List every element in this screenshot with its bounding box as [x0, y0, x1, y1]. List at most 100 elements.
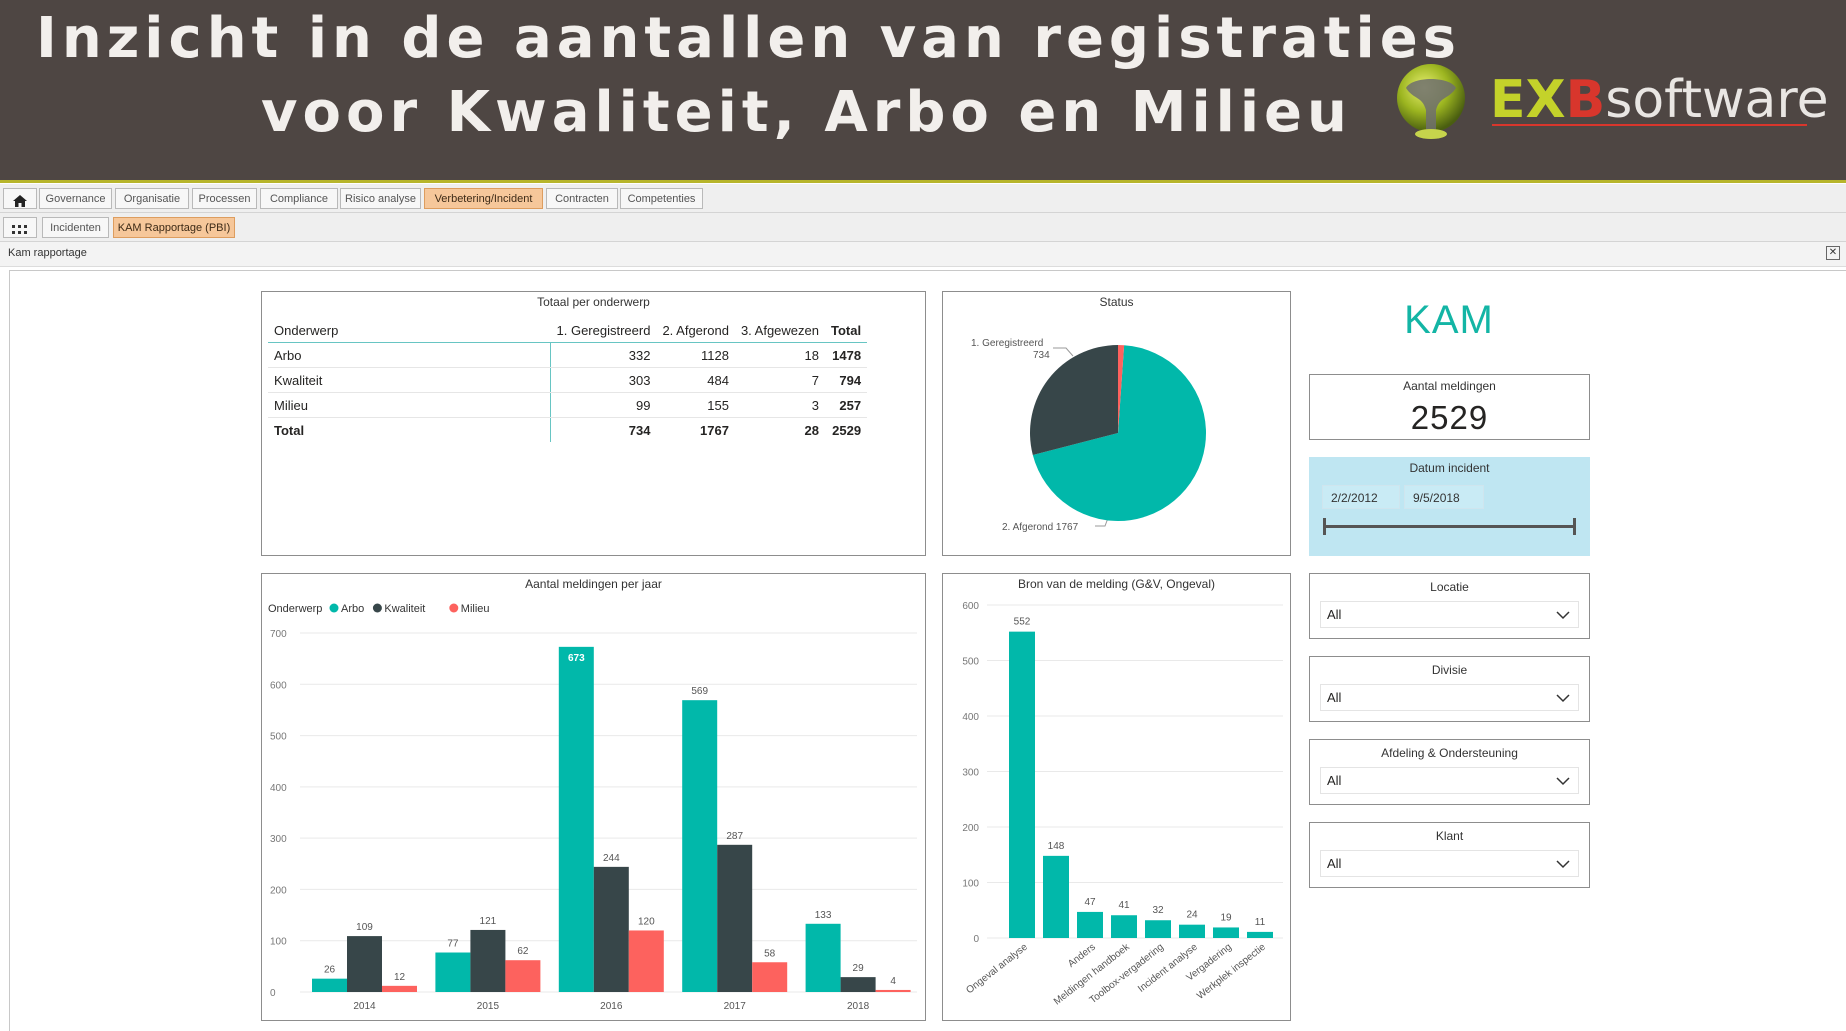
col-header-afgewezen[interactable]: 3. Afgewezen	[734, 318, 825, 343]
bar-bron-werkplek-inspectie[interactable]	[1247, 931, 1273, 938]
totaal-per-onderwerp-card: Totaal per onderwerp Onderwerp 1. Geregi…	[261, 291, 926, 556]
report-canvas	[9, 270, 1846, 1031]
bar-kwaliteit-2016[interactable]	[593, 866, 629, 992]
tab-verbetering-incident[interactable]: Verbetering/Incident	[424, 188, 543, 209]
bar-kwaliteit-2017[interactable]	[717, 844, 753, 992]
row-label: Arbo	[268, 342, 551, 368]
y-tick-label: 200	[962, 823, 979, 834]
home-icon[interactable]	[3, 188, 37, 209]
bar-arbo-2014[interactable]	[312, 978, 347, 992]
bar-data-label: 77	[447, 939, 459, 950]
klant-label: Klant	[1435, 829, 1464, 843]
subtab-incidenten[interactable]: Incidenten	[42, 217, 109, 238]
bar-milieu-2017[interactable]	[752, 962, 788, 992]
bar-data-label: 109	[356, 922, 373, 933]
chevron-down-icon	[1556, 611, 1570, 620]
bar-arbo-2017[interactable]	[682, 700, 718, 992]
bar-arbo-2015[interactable]	[435, 952, 471, 992]
tab-organisatie[interactable]: Organisatie	[115, 188, 189, 209]
bar-bron-meldingen-handboek[interactable]	[1111, 915, 1137, 938]
exb-logo-text: EXBsoftware	[1490, 70, 1829, 130]
row-label: Kwaliteit	[268, 367, 551, 393]
chevron-down-icon	[1556, 860, 1570, 869]
table-row[interactable]: Milieu 99 155 3 257	[268, 392, 868, 418]
tab-compliance[interactable]: Compliance	[260, 188, 338, 209]
status-pie-chart[interactable]: 1. Geregistreerd 734 2. Afgerond 1767	[943, 292, 1290, 555]
meldingen-per-jaar-chart[interactable]: Onderwerp Arbo Kwaliteit Milieu 0 100 200 300 40…	[262, 574, 925, 1020]
table-row[interactable]: Arbo 332 1128 18 1478	[268, 342, 868, 368]
bar-data-label: 4	[890, 976, 896, 987]
cell: 18	[734, 342, 825, 368]
aantal-meldingen-value: 2529	[1410, 399, 1489, 436]
pie-label-geregistreerd-value: 734	[1033, 350, 1050, 361]
legend-marker	[449, 603, 459, 613]
col-header-geregistreerd[interactable]: 1. Geregistreerd	[550, 318, 657, 343]
bar-kwaliteit-2015[interactable]	[470, 929, 506, 992]
close-icon[interactable]: ✕	[1826, 246, 1840, 260]
status-title: Status	[1099, 295, 1134, 309]
date-to-input[interactable]: 9/5/2018	[1404, 485, 1484, 509]
legend-entry[interactable]: Arbo	[341, 603, 364, 615]
bar-bron-vergadering[interactable]	[1213, 927, 1239, 938]
legend-marker	[372, 603, 382, 613]
afdeling-label: Afdeling & Ondersteuning	[1381, 746, 1518, 760]
tab-risico-analyse[interactable]: Risico analyse	[340, 188, 421, 209]
afdeling-slicer: Afdeling & Ondersteuning All	[1309, 739, 1590, 805]
bar-milieu-2015[interactable]	[505, 960, 541, 992]
date-from-input[interactable]: 2/2/2012	[1322, 485, 1400, 509]
klant-dropdown[interactable]: All	[1320, 850, 1579, 877]
tab-processen[interactable]: Processen	[192, 188, 257, 209]
pie-label-geregistreerd: 1. Geregistreerd	[971, 338, 1043, 349]
bar-kwaliteit-2014[interactable]	[347, 936, 382, 992]
bar-data-label: 41	[1118, 900, 1130, 911]
afdeling-dropdown[interactable]: All	[1320, 767, 1579, 794]
bar-milieu-2016[interactable]	[628, 930, 664, 992]
bron-melding-chart[interactable]: 0 100 200 300 400 500 600 552 Ongeval analyse 148…	[943, 574, 1290, 1020]
chevron-down-icon	[1556, 777, 1570, 786]
date-range-slider[interactable]	[1325, 525, 1575, 528]
chevron-down-icon	[1556, 694, 1570, 703]
bar-data-label: 552	[1014, 617, 1031, 628]
tab-governance[interactable]: Governance	[39, 188, 112, 209]
bar-kwaliteit-2018[interactable]	[840, 977, 876, 992]
cell: 3	[734, 392, 825, 418]
col-header-onderwerp[interactable]: Onderwerp	[268, 318, 551, 343]
bar-bron-unlabeled[interactable]	[1043, 855, 1069, 938]
y-tick-label: 0	[973, 934, 979, 945]
bar-arbo-2018[interactable]	[805, 923, 841, 992]
col-header-afgerond[interactable]: 2. Afgerond	[656, 318, 735, 343]
status-card: Status 1. Geregistreerd 734 2. Afgerond …	[942, 291, 1291, 556]
bar-bron-anders[interactable]	[1077, 911, 1103, 938]
tab-contracten[interactable]: Contracten	[546, 188, 618, 209]
subtab-kam-rapportage[interactable]: KAM Rapportage (PBI)	[113, 217, 235, 238]
tab-competenties[interactable]: Competenties	[620, 188, 703, 209]
bar-bron-toolbox-vergadering[interactable]	[1145, 920, 1171, 938]
bar-data-label: 24	[1186, 910, 1198, 921]
divisie-dropdown[interactable]: All	[1320, 684, 1579, 711]
banner-divider	[0, 180, 1846, 183]
bar-bron-ongeval-analyse[interactable]	[1009, 631, 1035, 938]
x-tick-label: 2017	[724, 1001, 747, 1012]
table-row[interactable]: Kwaliteit 303 484 7 794	[268, 367, 868, 393]
totaal-title: Totaal per onderwerp	[537, 295, 650, 309]
slider-handle-start[interactable]	[1323, 518, 1326, 535]
bar-milieu-2018[interactable]	[875, 989, 911, 992]
grid-icon[interactable]	[3, 217, 37, 238]
pie-slice-geregistreerd[interactable]	[1030, 345, 1118, 456]
page-title-line-2: voor Kwaliteit, Arbo en Milieu	[261, 80, 1352, 145]
slider-handle-end[interactable]	[1573, 518, 1576, 535]
y-tick-label: 300	[962, 768, 979, 779]
bar-bron-incident-analyse[interactable]	[1179, 924, 1205, 938]
pie-slice-afgerond[interactable]	[1032, 345, 1207, 521]
cell-total: 1478	[825, 342, 868, 368]
pie-slice-afgewezen[interactable]	[1118, 345, 1125, 433]
bar-arbo-2016[interactable]	[558, 646, 594, 992]
bar-data-label: 12	[394, 972, 406, 983]
y-tick-label: 200	[270, 885, 287, 896]
bar-milieu-2014[interactable]	[382, 985, 417, 992]
legend-entry[interactable]: Kwaliteit	[384, 603, 425, 615]
locatie-label: Locatie	[1430, 580, 1469, 594]
col-header-total[interactable]: Total	[825, 318, 868, 343]
legend-entry[interactable]: Milieu	[461, 603, 490, 615]
locatie-dropdown[interactable]: All	[1320, 601, 1579, 628]
